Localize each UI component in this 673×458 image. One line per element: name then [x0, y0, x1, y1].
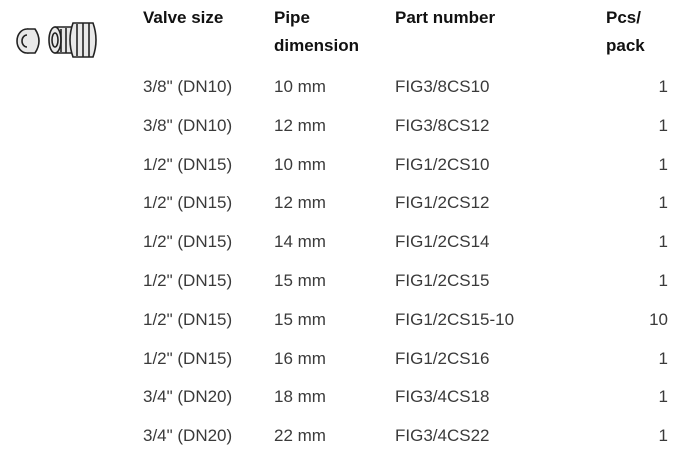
table-cell: FIG1/2CS16	[395, 349, 490, 369]
column-header: Part number	[395, 4, 495, 32]
table-cell: 1	[659, 426, 668, 446]
column-header: Valve size	[143, 4, 223, 32]
table-cell: FIG3/4CS18	[395, 387, 490, 407]
table-cell: FIG1/2CS12	[395, 193, 490, 213]
table-cell: 10 mm	[274, 77, 326, 97]
table-cell: 1	[659, 387, 668, 407]
table-cell: 3/8" (DN10)	[143, 116, 232, 136]
table-cell: 1	[659, 77, 668, 97]
table-cell: FIG3/4CS22	[395, 426, 490, 446]
table-cell: 22 mm	[274, 426, 326, 446]
table-cell: 1/2" (DN15)	[143, 193, 232, 213]
column-header: Pcs/ pack	[606, 4, 656, 60]
table-cell: 1	[659, 349, 668, 369]
table-cell: 1/2" (DN15)	[143, 310, 232, 330]
table-cell: 15 mm	[274, 310, 326, 330]
table-cell: 1	[659, 232, 668, 252]
table-cell: 12 mm	[274, 193, 326, 213]
table-cell: 10 mm	[274, 155, 326, 175]
table-cell: FIG1/2CS10	[395, 155, 490, 175]
table-cell: 3/8" (DN10)	[143, 77, 232, 97]
table-cell: 1	[659, 116, 668, 136]
table-cell: 12 mm	[274, 116, 326, 136]
column-header: Pipe dimension	[274, 4, 374, 60]
table-cell: 1	[659, 193, 668, 213]
table-cell: FIG3/8CS10	[395, 77, 490, 97]
table-cell: 10	[649, 310, 668, 330]
table-cell: 3/4" (DN20)	[143, 426, 232, 446]
table-cell: 15 mm	[274, 271, 326, 291]
table-cell: 1	[659, 271, 668, 291]
table-cell: FIG1/2CS14	[395, 232, 490, 252]
fitting-icon	[5, 5, 105, 65]
table-cell: 1/2" (DN15)	[143, 155, 232, 175]
table-cell: FIG1/2CS15-10	[395, 310, 514, 330]
table-cell: FIG1/2CS15	[395, 271, 490, 291]
table-cell: FIG3/8CS12	[395, 116, 490, 136]
table-cell: 1/2" (DN15)	[143, 271, 232, 291]
page: Valve size Pipe dimension Part number Pcs/ …	[0, 0, 673, 458]
table-cell: 1/2" (DN15)	[143, 232, 232, 252]
table-cell: 18 mm	[274, 387, 326, 407]
table-cell: 14 mm	[274, 232, 326, 252]
table-cell: 16 mm	[274, 349, 326, 369]
table-cell: 1/2" (DN15)	[143, 349, 232, 369]
table-cell: 3/4" (DN20)	[143, 387, 232, 407]
table-cell: 1	[659, 155, 668, 175]
